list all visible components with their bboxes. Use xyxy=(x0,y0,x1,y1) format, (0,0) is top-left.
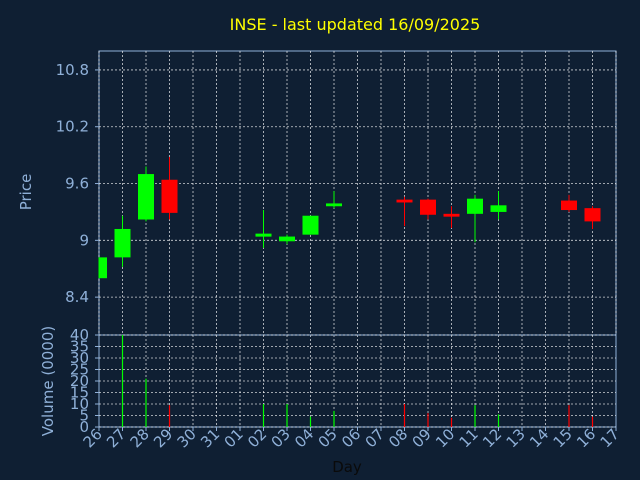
volume-tick-label: 20 xyxy=(70,372,89,390)
day-tick-label: 01 xyxy=(221,425,247,451)
day-tick-label: 05 xyxy=(315,425,341,451)
candle-body-up xyxy=(138,174,154,220)
day-tick-label: 09 xyxy=(409,425,435,451)
day-axis-label: Day xyxy=(332,458,362,476)
price-tick-label: 8.4 xyxy=(65,288,89,306)
volume-tick-label: 30 xyxy=(70,349,89,367)
day-tick-label: 03 xyxy=(268,425,294,451)
candle-body-up xyxy=(114,228,131,258)
candle-body-down xyxy=(584,208,601,222)
day-tick-label: 12 xyxy=(479,425,505,451)
day-tick-label: 10 xyxy=(432,425,458,451)
day-tick-label: 02 xyxy=(244,425,270,451)
candle-body-down xyxy=(561,200,577,211)
day-tick-label: 16 xyxy=(573,425,599,451)
chart-title: INSE - last updated 16/09/2025 xyxy=(230,15,481,34)
candle-body-up xyxy=(99,257,107,279)
volume-tick-label: 15 xyxy=(70,384,89,402)
day-tick-label: 08 xyxy=(385,425,411,451)
volume-tick-label: 35 xyxy=(70,338,89,356)
day-tick-label: 04 xyxy=(291,425,317,451)
day-tick-label: 11 xyxy=(456,425,482,451)
candle-body-up xyxy=(255,233,272,237)
day-axis: 2627282930310102030405060708091011121314… xyxy=(80,425,623,451)
candle-body-up xyxy=(279,236,295,242)
day-tick-label: 27 xyxy=(103,425,129,451)
volume-tick-label: 5 xyxy=(79,407,89,425)
candle-body-down xyxy=(161,179,178,213)
day-tick-label: 06 xyxy=(338,425,364,451)
candle-body-down xyxy=(396,199,413,203)
candle-body-up xyxy=(302,215,319,235)
day-tick-label: 07 xyxy=(362,425,388,451)
day-tick-label: 13 xyxy=(503,425,529,451)
volume-tick-label: 25 xyxy=(70,361,89,379)
price-panel: 8.4 9 9.6 10.2 10.8 xyxy=(56,50,617,336)
day-tick-label: 28 xyxy=(127,425,153,451)
price-tick-label: 10.2 xyxy=(56,118,89,136)
price-tick-label: 9.6 xyxy=(65,175,89,193)
candle-body-down xyxy=(443,213,460,217)
day-tick-label: 29 xyxy=(150,425,176,451)
candle-body-up xyxy=(490,205,507,212)
day-tick-label: 15 xyxy=(550,425,576,451)
day-tick-label: 14 xyxy=(526,425,552,451)
candle-body-down xyxy=(420,199,436,215)
volume-tick-label: 10 xyxy=(70,395,89,413)
day-tick-label: 30 xyxy=(174,425,200,451)
candle-body-up xyxy=(467,198,483,214)
price-axis-label: Price xyxy=(17,174,35,211)
volume-tick-label: 40 xyxy=(70,326,89,344)
volume-axis-label: Volume (0000) xyxy=(39,326,57,436)
price-tick-label: 10.8 xyxy=(56,61,89,79)
day-tick-label: 31 xyxy=(197,425,223,451)
volume-tick-label: 0 xyxy=(79,418,89,436)
day-tick-label: 17 xyxy=(597,425,623,451)
price-tick-label: 9 xyxy=(79,231,89,249)
candle-body-up xyxy=(326,203,342,207)
